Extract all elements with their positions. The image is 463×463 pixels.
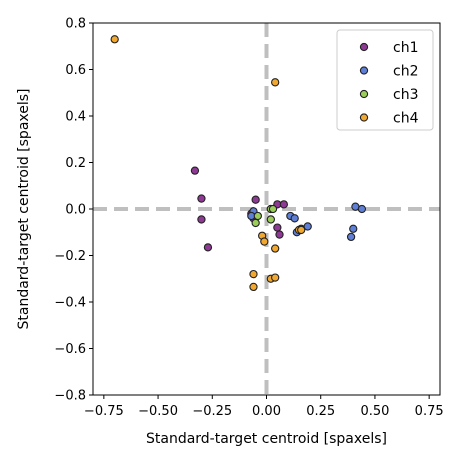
data-point-ch1 [197,194,206,203]
data-point-ch1 [273,223,282,232]
x-tick-label: −0.25 [192,404,232,419]
data-point-ch2 [290,214,299,223]
data-point-ch4 [271,273,280,282]
data-point-ch3 [253,211,262,221]
series-ch3 [251,204,278,228]
y-tick-label: −0.8 [54,389,86,404]
x-tick-label: 0.00 [252,404,281,419]
data-point-ch3 [268,204,278,214]
data-point-ch1 [251,195,260,204]
reference-lines [93,23,440,395]
legend-marker-ch2 [359,66,369,75]
x-axis-label: Standard-target centroid [spaxels] [146,431,387,447]
y-tick-label: 0.8 [65,17,86,32]
data-point-ch1 [203,243,213,252]
data-point-ch2 [357,204,367,214]
data-point-ch1 [190,166,200,175]
y-tick-label: −0.4 [54,296,86,311]
y-tick-label: 0.2 [65,156,86,171]
data-points [110,35,367,292]
data-point-ch1 [275,230,284,239]
data-point-ch2 [346,232,356,242]
x-tick-label: −0.75 [84,404,124,419]
legend-label-ch4: ch4 [393,111,419,127]
data-point-ch3 [251,218,260,228]
x-tick-label: 0.50 [360,404,389,419]
data-point-ch4 [260,237,269,246]
data-point-ch4 [249,282,258,292]
data-point-ch2 [303,222,312,231]
y-axis-label: Standard-target centroid [spaxels] [16,88,32,329]
x-tick-label: 0.25 [306,404,335,419]
legend-label-ch2: ch2 [393,64,418,80]
y-tick-label: −0.6 [54,342,86,357]
legend-marker-ch3 [359,89,369,99]
y-tick-label: 0.4 [65,110,86,125]
legend-label-ch1: ch1 [393,40,418,56]
data-point-ch4 [297,225,306,235]
x-tick-label: −0.50 [138,404,178,419]
legend-marker-ch1 [359,42,369,52]
data-point-ch4 [271,244,280,253]
data-point-ch3 [266,215,275,224]
data-point-ch1 [279,200,288,209]
legend-label-ch3: ch3 [393,87,418,103]
y-tick-label: 0.0 [65,203,86,218]
y-axis-ticks: −0.8 −0.6 −0.4 −0.2 0.0 0.2 0.4 0.6 0.8 [54,17,93,404]
data-point-ch4 [271,78,280,87]
data-point-ch2 [349,224,358,233]
y-tick-label: 0.6 [65,63,86,78]
legend: ch1 ch2 ch3 ch4 [336,29,434,131]
data-point-ch4 [110,35,119,44]
series-ch4 [110,35,306,292]
legend-marker-ch4 [359,113,369,122]
data-point-ch4 [249,269,258,279]
y-tick-label: −0.2 [54,249,86,264]
x-tick-label: 0.75 [415,404,444,419]
legend-box [336,29,434,131]
data-point-ch1 [197,215,206,224]
x-axis-ticks: −0.75 −0.50 −0.25 0.00 0.25 0.50 0.75 [84,395,444,419]
